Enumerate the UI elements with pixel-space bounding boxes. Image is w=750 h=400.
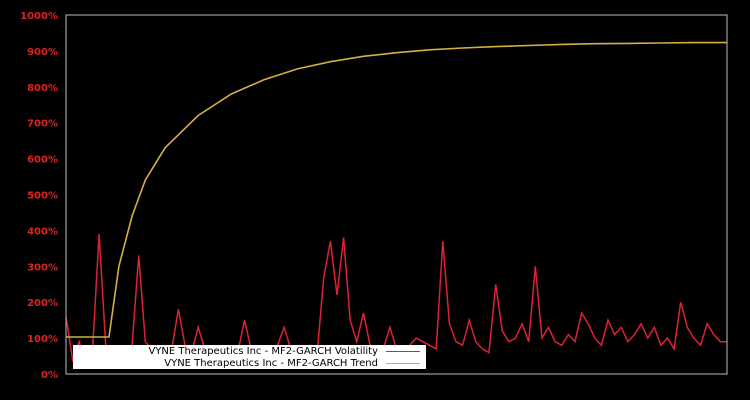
y-tick-label: 300% bbox=[27, 262, 58, 273]
y-tick-label: 100% bbox=[27, 334, 58, 345]
legend-swatch-volatility bbox=[386, 350, 420, 352]
legend-label-trend: VYNE Therapeutics Inc - MF2-GARCH Trend bbox=[164, 357, 378, 369]
trend-line bbox=[66, 41, 727, 338]
legend-swatch-trend bbox=[386, 362, 420, 364]
y-tick-label: 700% bbox=[27, 119, 58, 130]
legend-item-volatility: VYNE Therapeutics Inc - MF2-GARCH Volati… bbox=[148, 345, 420, 357]
y-tick-label: 200% bbox=[27, 298, 58, 309]
legend-label-volatility: VYNE Therapeutics Inc - MF2-GARCH Volati… bbox=[148, 345, 378, 357]
y-tick-label: 1000% bbox=[20, 11, 58, 22]
y-tick-label: 800% bbox=[27, 83, 58, 94]
y-tick-label: 0% bbox=[41, 370, 58, 381]
y-tick-label: 400% bbox=[27, 226, 58, 237]
y-tick-label: 500% bbox=[27, 191, 58, 202]
chart-legend: VYNE Therapeutics Inc - MF2-GARCH Volati… bbox=[73, 345, 426, 369]
y-tick-label: 600% bbox=[27, 155, 58, 166]
y-axis-ticks: 0% 100% 200% 300% 400% 500% 600% 700% 800% 900% 10… bbox=[20, 11, 58, 381]
plot-area-frame bbox=[65, 14, 728, 375]
y-tick-label: 900% bbox=[27, 47, 58, 58]
legend-item-trend: VYNE Therapeutics Inc - MF2-GARCH Trend bbox=[164, 357, 420, 369]
